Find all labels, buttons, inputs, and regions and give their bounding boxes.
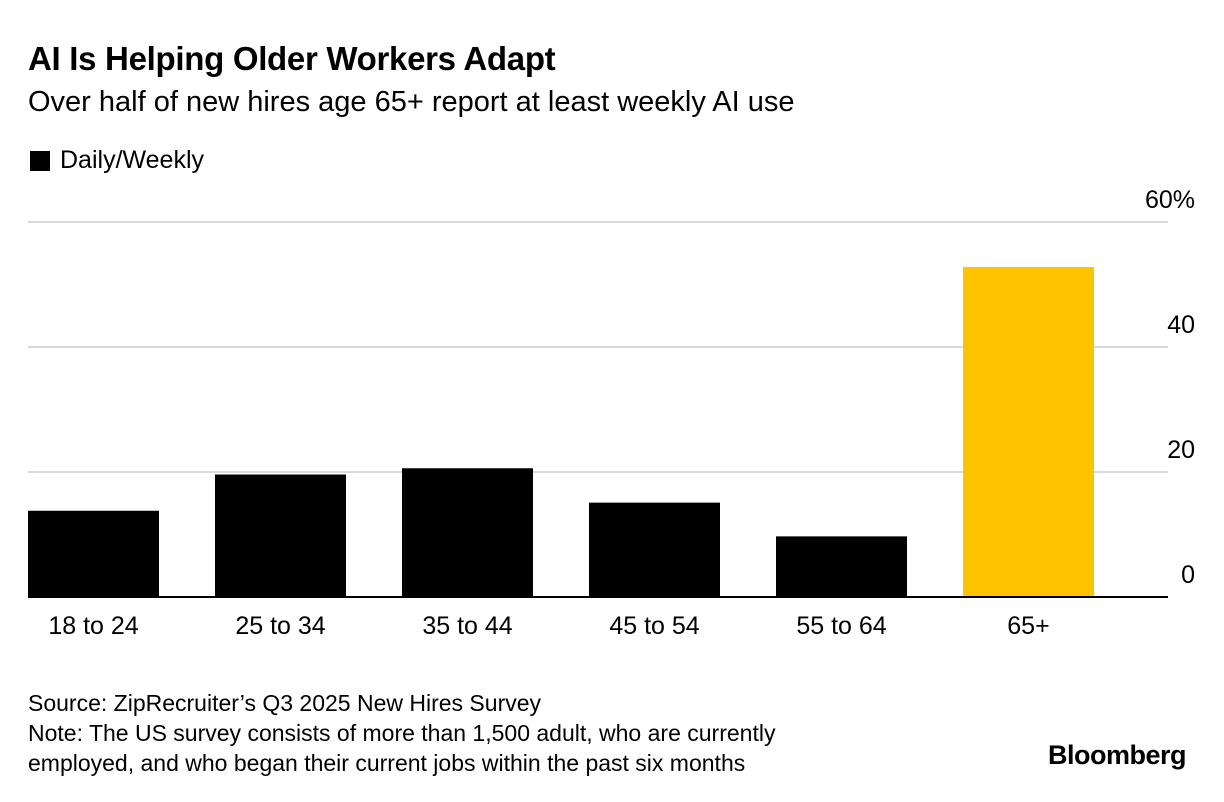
- y-tick-label: 40: [1167, 311, 1195, 339]
- legend: Daily/Weekly: [30, 146, 204, 175]
- bar: [589, 502, 720, 597]
- bar: [963, 267, 1094, 597]
- bar: [28, 510, 159, 597]
- y-tick-label: 60%: [1145, 186, 1195, 214]
- chart-subtitle: Over half of new hires age 65+ report at…: [28, 86, 795, 118]
- bar: [215, 474, 346, 597]
- bar: [776, 536, 907, 597]
- source-text: Source: ZipRecruiter’s Q3 2025 New Hires…: [28, 690, 542, 716]
- bloomberg-logo: Bloomberg: [1047, 740, 1187, 770]
- bar: [402, 468, 533, 597]
- x-tick-label: 45 to 54: [609, 612, 699, 640]
- legend-label: Daily/Weekly: [60, 146, 205, 174]
- chart-title: AI Is Helping Older Workers Adapt: [28, 40, 556, 77]
- source-note: Source: ZipRecruiter’s Q3 2025 New Hires…: [28, 688, 775, 778]
- x-tick-label: 35 to 44: [422, 612, 512, 640]
- y-tick-label: 0: [1181, 561, 1195, 589]
- x-tick-label: 55 to 64: [796, 612, 886, 640]
- note-line-2: employed, and who began their current jo…: [28, 750, 746, 776]
- x-tick-label: 18 to 24: [48, 612, 138, 640]
- x-tick-label: 65+: [1007, 612, 1049, 640]
- y-tick-label: 20: [1167, 436, 1195, 464]
- note-line-1: Note: The US survey consists of more tha…: [28, 720, 776, 746]
- x-tick-label: 25 to 34: [235, 612, 325, 640]
- legend-swatch: [30, 150, 50, 171]
